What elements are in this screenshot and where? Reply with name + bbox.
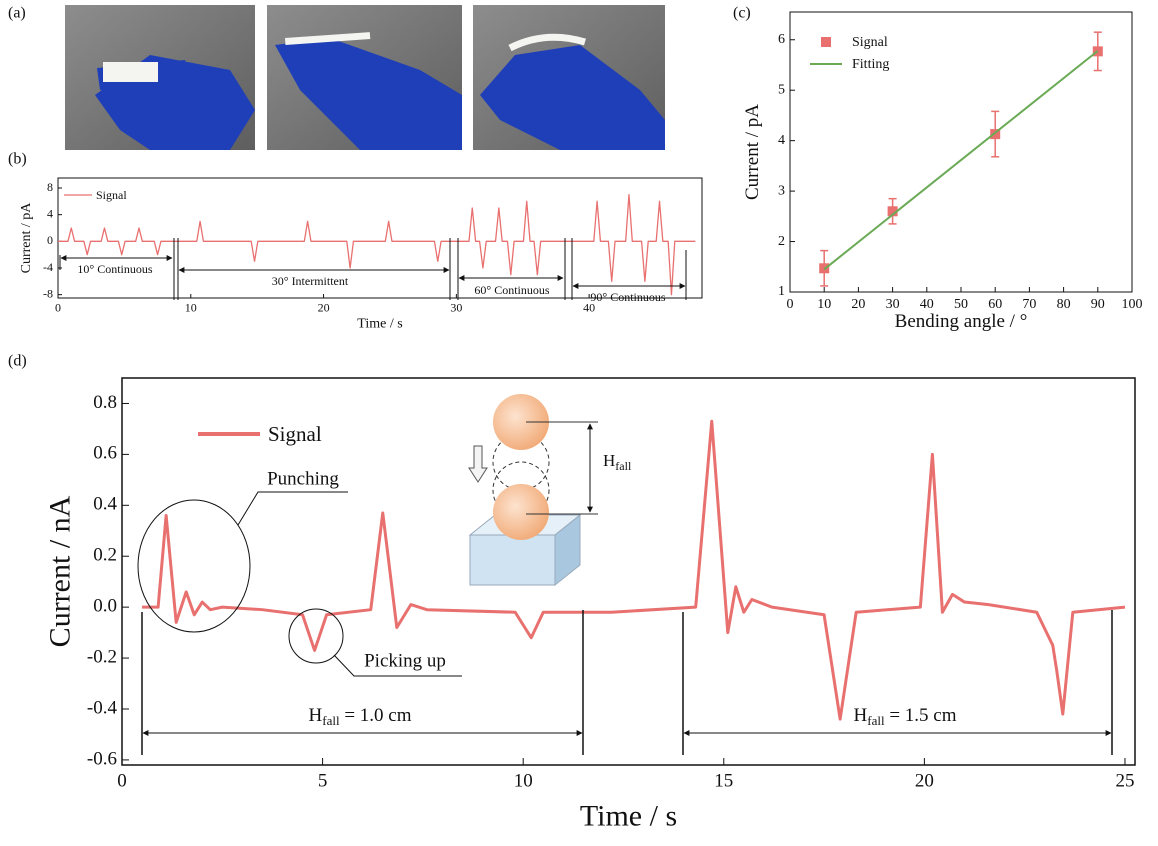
- range-label: Hfall = 1.5 cm: [854, 705, 957, 728]
- y-tick-label: -8: [43, 286, 53, 300]
- y-axis-label: Current / pA: [19, 202, 34, 274]
- y-tick-label: -0.4: [87, 697, 118, 718]
- symbol: H: [854, 705, 868, 726]
- signal-line: [823, 50, 1099, 271]
- x-tick-label: 30: [886, 297, 900, 312]
- x-tick-label: 40: [920, 297, 934, 312]
- leader: [333, 654, 462, 677]
- subscript: fall: [322, 713, 340, 728]
- annotation: Punching: [267, 468, 339, 489]
- x-tick-label: 40: [583, 301, 595, 315]
- x-tick-label: 0: [787, 297, 794, 312]
- range-label: Hfall = 1.0 cm: [309, 705, 412, 728]
- plot-frame: [789, 11, 1133, 293]
- y-axis-label: Current / pA: [742, 104, 763, 200]
- sensor: [508, 33, 587, 52]
- photos: [65, 5, 665, 150]
- legend-label: Signal: [268, 422, 322, 446]
- x-tick-label: 10: [514, 770, 533, 791]
- panel-label: (a): [8, 5, 26, 22]
- x-tick-label: 30: [450, 301, 462, 315]
- subscript: fall: [615, 459, 632, 473]
- x-axis-label: Bending angle / °: [895, 311, 1028, 332]
- section-label: 60° Continuous: [474, 283, 549, 297]
- glove: [275, 38, 462, 150]
- glove: [480, 45, 665, 150]
- y-tick-label: -4: [43, 260, 53, 274]
- x-tick-label: 20: [318, 301, 330, 315]
- y-tick-label: 8: [47, 180, 53, 194]
- panel-label: (c): [733, 5, 751, 22]
- section-label: 10° Continuous: [77, 262, 152, 276]
- y-tick-label: 0.8: [93, 392, 117, 413]
- x-tick-label: 10: [185, 301, 197, 315]
- y-tick-label: 4: [778, 133, 785, 148]
- x-tick-label: 90: [1091, 297, 1105, 312]
- symbol: H: [309, 705, 323, 726]
- y-axis-label: Current / nA: [43, 495, 76, 647]
- x-tick-label: 10: [817, 297, 831, 312]
- drop-diagram: Hfall: [468, 394, 632, 587]
- section-label: 90° Continuous: [590, 290, 665, 304]
- ball: [493, 484, 549, 540]
- signal-line: [142, 419, 1126, 721]
- panel-label: (b): [8, 151, 27, 168]
- x-tick-label: 100: [1122, 297, 1143, 312]
- y-tick-label: -0.2: [87, 646, 117, 667]
- x-axis-label: Time / s: [580, 800, 677, 833]
- marker: [990, 129, 1001, 140]
- y-tick-label: 0.6: [93, 443, 117, 464]
- legend-label: Fitting: [852, 57, 889, 72]
- y-tick-label: 0.2: [93, 545, 117, 566]
- x-tick-label: 20: [915, 770, 934, 791]
- y-tick-label: 0.4: [93, 494, 117, 515]
- y-tick-label: 0: [47, 233, 53, 247]
- y-tick-label: 0.0: [93, 596, 117, 617]
- x-tick-label: 60: [988, 297, 1002, 312]
- y-tick-label: 3: [778, 183, 785, 198]
- legend-marker: [821, 37, 831, 47]
- marker: [887, 206, 898, 217]
- range-text: = 1.5 cm: [885, 705, 957, 726]
- x-tick-label: 0: [117, 770, 127, 791]
- plot-frame: [57, 177, 703, 299]
- signal-line: [58, 194, 696, 296]
- highlight: [137, 499, 251, 633]
- subscript: fall: [867, 713, 885, 728]
- x-tick-label: 80: [1057, 297, 1071, 312]
- x-tick-label: 15: [714, 770, 733, 791]
- sensor: [285, 32, 371, 45]
- panel-label: (d): [8, 353, 27, 370]
- legend-label: Signal: [852, 35, 888, 50]
- y-tick-label: 5: [778, 82, 785, 97]
- block: [469, 534, 556, 586]
- y-tick-label: 2: [778, 234, 785, 249]
- y-tick-label: 4: [47, 206, 53, 220]
- x-axis-label: Time / s: [357, 317, 402, 332]
- leader: [237, 491, 348, 526]
- symbol: H: [603, 451, 615, 470]
- x-tick-label: 0: [55, 301, 61, 315]
- legend-label: Signal: [96, 188, 127, 202]
- plot-frame: [121, 377, 1136, 766]
- diagram-label: Hfall: [603, 451, 632, 473]
- x-tick-label: 20: [851, 297, 865, 312]
- ball: [493, 394, 549, 450]
- y-tick-label: 6: [778, 32, 785, 47]
- highlight: [288, 608, 344, 664]
- x-tick-label: 70: [1022, 297, 1036, 312]
- x-tick-label: 25: [1115, 770, 1134, 791]
- sensor: [103, 62, 158, 82]
- x-tick-label: 5: [318, 770, 328, 791]
- range-text: = 1.0 cm: [340, 705, 412, 726]
- y-tick-label: -0.6: [87, 748, 117, 769]
- x-tick-label: 50: [954, 297, 968, 312]
- y-tick-label: 1: [778, 284, 785, 299]
- section-label: 30° Intermittent: [272, 274, 349, 288]
- block-side: [554, 513, 581, 587]
- fall-arrow: [468, 445, 488, 483]
- annotation: Picking up: [364, 650, 446, 671]
